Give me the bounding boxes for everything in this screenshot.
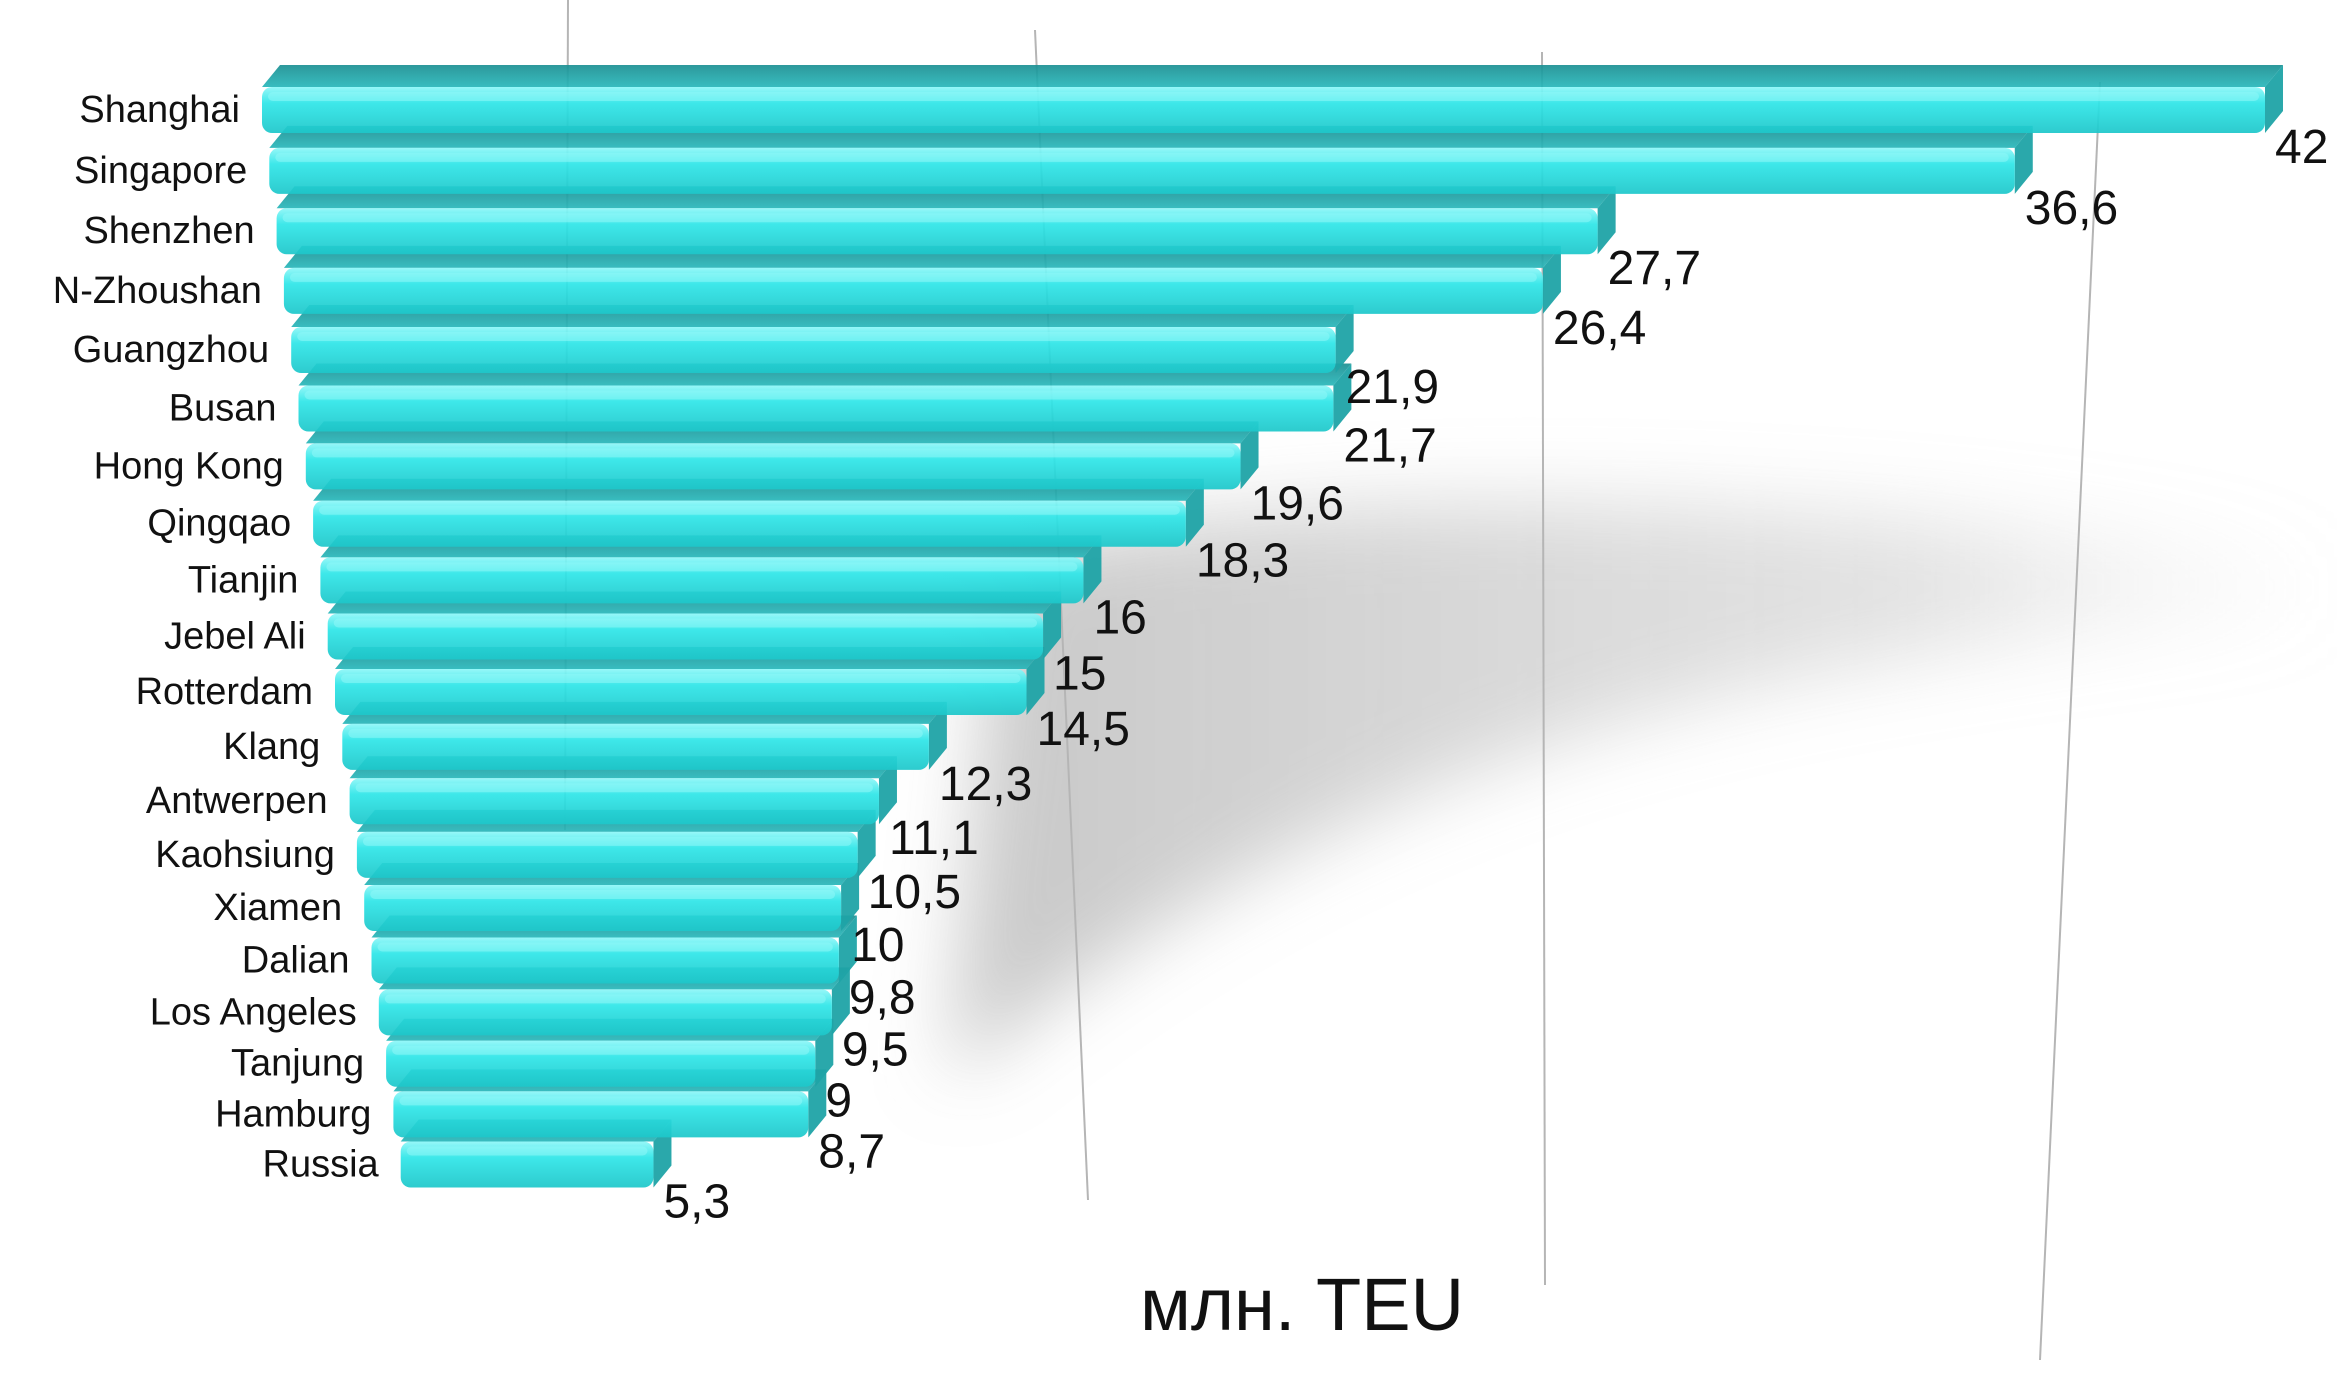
bar-end-cap [1043,591,1062,660]
category-label: Jebel Ali [164,616,306,658]
bar-highlight [311,448,1235,458]
value-label: 12,3 [939,758,1032,811]
bar-highlight [289,272,1537,282]
bars [262,65,2283,1188]
value-label: 5,3 [663,1176,730,1229]
value-label: 36,6 [2025,182,2118,235]
category-label: Antwerpen [146,780,328,822]
category-label: Guangzhou [73,329,270,371]
bar-highlight [319,505,1180,515]
bar-highlight [326,562,1078,572]
category-label: Tanjung [231,1043,364,1085]
value-label: 9,5 [842,1023,909,1076]
bar-highlight [370,890,836,899]
value-label: 42 [2275,121,2328,174]
bar-highlight [406,1146,648,1156]
bar-end-cap [857,809,876,878]
bar-top-face [262,65,2283,87]
bar-end-cap [1335,305,1354,373]
category-label: Busan [169,388,277,430]
category-label: Qingqao [147,503,291,545]
bar-highlight [355,783,873,793]
bar-end-cap [1083,535,1102,604]
shadow-shape [950,503,2337,1081]
bar-end-cap [928,701,947,770]
category-label: Hong Kong [94,445,284,487]
value-label: 26,4 [1553,302,1646,355]
bar-highlight [384,994,826,1004]
category-label: N-Zhoushan [53,270,262,312]
value-label: 8,7 [818,1125,885,1178]
bar-shanghai [262,65,2283,133]
bar-highlight [399,1096,803,1106]
gridline [2039,81,2101,1361]
bar-shadow [950,503,2337,1081]
value-label: 19,6 [1251,477,1344,530]
category-label: Tianjin [188,559,299,601]
bar-end-cap [1240,421,1259,490]
bar-singapore [269,125,2033,194]
value-label: 16 [1093,591,1146,644]
value-label: 15 [1053,648,1106,701]
bar-n-zhoushan [283,245,1561,314]
bar-end-cap [1026,647,1045,715]
bar-end-cap [815,1018,834,1087]
bar-highlight [275,152,2009,162]
category-label: Xiamen [213,887,342,929]
category-label: Kaohsiung [155,834,335,876]
category-label: Russia [263,1144,380,1186]
category-label: Dalian [242,940,350,982]
bar-highlight [304,390,1328,400]
bar-hong-kong [305,421,1259,490]
bar-highlight [362,836,852,846]
bar-end-cap [2265,65,2283,133]
category-label: Rotterdam [136,671,313,713]
category-label: Los Angeles [150,991,357,1033]
value-labels: 42 36,6 27,7 26,4 21,9 21,719,618,3 161514,512… [663,121,2328,1229]
category-labels: Shanghai Singapore Shenzhen N-Zhoushan Guang… [53,89,380,1186]
category-label: Klang [223,726,320,768]
bar-end-cap [831,967,850,1036]
bar-highlight [377,942,833,952]
category-label: Singapore [74,150,247,192]
value-label: 9,8 [849,972,916,1025]
bar-end-cap [2014,125,2033,194]
category-label: Shenzhen [83,210,254,252]
value-label: 18,3 [1196,535,1289,588]
bar-end-cap [841,863,860,931]
bar-end-cap [1333,363,1352,432]
bar-end-cap [838,915,857,984]
bar-end-cap [1185,478,1204,547]
bar-end-cap [878,756,897,825]
bar-end-cap [1597,186,1616,255]
bar-end-cap [808,1069,827,1138]
bar-highlight [348,728,923,738]
bar-guangzhou [291,305,1354,373]
value-label: 27,7 [1608,242,1701,295]
bar-end-cap [1542,245,1561,314]
value-label: 14,5 [1037,703,1130,756]
value-label: 21,7 [1343,420,1436,473]
value-label: 10 [851,919,904,972]
bar-highlight [341,674,1021,683]
value-label: 9 [825,1075,852,1128]
value-label: 10,5 [868,866,961,919]
category-label: Hamburg [215,1093,371,1135]
bar-shenzhen [276,186,1616,255]
unit-label: млн. TEU [1140,1263,1465,1346]
bar-highlight [297,332,1330,341]
value-label: 11,1 [889,812,979,865]
bar-highlight [333,618,1038,628]
value-label: 21,9 [1346,361,1439,414]
bar-highlight [282,213,1592,223]
bar-highlight [392,1045,810,1055]
bar-highlight [268,92,2259,101]
bar-busan [298,363,1352,432]
category-label: Shanghai [79,89,240,131]
